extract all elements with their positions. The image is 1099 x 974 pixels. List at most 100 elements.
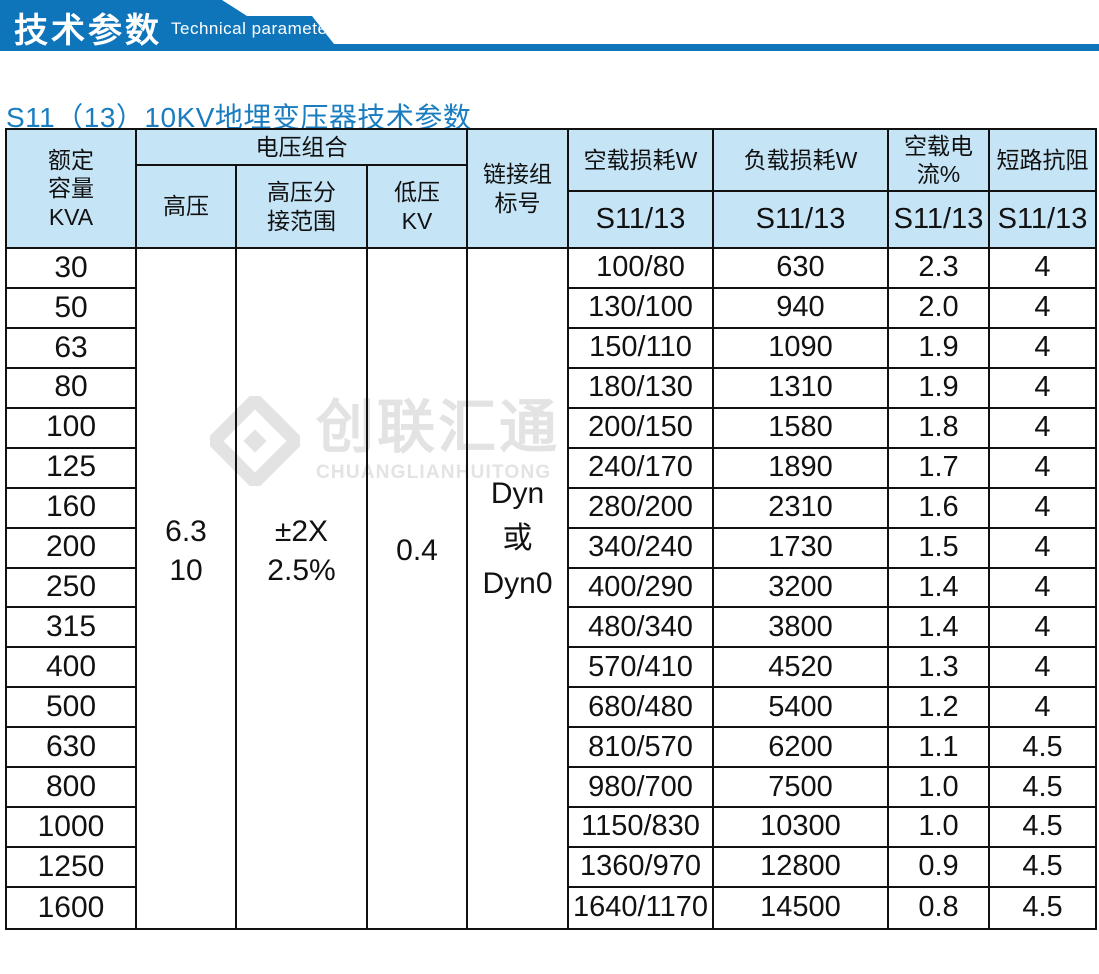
capacity-cell: 125 bbox=[7, 448, 137, 489]
no-load-loss-cell: 400/290 bbox=[569, 568, 714, 609]
no-load-loss-cell: 130/100 bbox=[569, 288, 714, 329]
capacity-cell: 315 bbox=[7, 608, 137, 649]
no-load-loss-cell: 100/80 bbox=[569, 249, 714, 289]
no-load-current-cell: 1.0 bbox=[889, 808, 990, 849]
impedance-cell: 4 bbox=[990, 489, 1095, 529]
no-load-current-cell: 0.8 bbox=[889, 888, 990, 928]
impedance-cell: 4.5 bbox=[990, 768, 1095, 809]
no-load-current-cell: 1.1 bbox=[889, 728, 990, 769]
merged-low-voltage-value: 0.4 bbox=[368, 249, 468, 928]
load-loss-cell: 14500 bbox=[714, 888, 889, 928]
load-loss-cell: 12800 bbox=[714, 848, 889, 889]
capacity-cell: 250 bbox=[7, 568, 137, 609]
no-load-loss-cell: 810/570 bbox=[569, 728, 714, 769]
load-loss-cell: 3800 bbox=[714, 608, 889, 649]
header-connection-group: 链接组 标号 bbox=[468, 130, 569, 249]
parameters-table: 额定 容量 KVA 电压组合 高压 高压分 接范围 低压 KV 链接组 标号 空… bbox=[5, 128, 1097, 930]
no-load-loss-cell: 1360/970 bbox=[569, 848, 714, 889]
capacity-cell: 1000 bbox=[7, 808, 137, 849]
capacity-cell: 63 bbox=[7, 328, 137, 369]
impedance-cell: 4 bbox=[990, 608, 1095, 649]
header-load-loss: 负载损耗W S11/13 bbox=[714, 130, 889, 249]
header-load-loss-model: S11/13 bbox=[755, 202, 846, 235]
no-load-current-cell: 1.9 bbox=[889, 368, 990, 409]
impedance-cell: 4 bbox=[990, 369, 1095, 409]
no-load-current-cell: 1.2 bbox=[889, 688, 990, 729]
no-load-current-cell: 2.0 bbox=[889, 288, 990, 329]
no-load-current-cell: 1.9 bbox=[889, 328, 990, 369]
header-short-circuit-impedance: 短路抗阻 S11/13 bbox=[990, 130, 1095, 249]
impedance-cell: 4.5 bbox=[990, 728, 1095, 769]
load-loss-cell: 7500 bbox=[714, 768, 889, 809]
header-no-load-loss: 空载损耗W S11/13 bbox=[569, 130, 714, 249]
header-no-load-loss-model: S11/13 bbox=[595, 202, 686, 235]
no-load-loss-cell: 1150/830 bbox=[569, 808, 714, 849]
load-loss-cell: 1580 bbox=[714, 408, 889, 449]
section-banner: 技术参数 Technical parameter bbox=[0, 0, 1099, 51]
header-no-load-current: 空载电流% S11/13 bbox=[889, 130, 990, 249]
impedance-cell: 4 bbox=[990, 648, 1095, 689]
impedance-cell: 4 bbox=[990, 329, 1095, 369]
page-title: S11（13）10KV地埋变压器技术参数 bbox=[6, 101, 472, 133]
impedance-cell: 4.5 bbox=[990, 848, 1095, 889]
capacity-cell: 200 bbox=[7, 528, 137, 569]
load-loss-cell: 3200 bbox=[714, 568, 889, 609]
connection-group-value: Dyn 或 Dyn0 bbox=[482, 477, 553, 600]
capacity-cell: 630 bbox=[7, 728, 137, 769]
capacity-cell: 160 bbox=[7, 488, 137, 529]
header-load-loss-label: 负载损耗W bbox=[714, 130, 887, 192]
impedance-cell: 4.5 bbox=[1022, 891, 1063, 924]
no-load-current-cell: 2.3 bbox=[889, 249, 990, 289]
merged-high-voltage-value: 6.3 10 bbox=[137, 249, 237, 928]
no-load-current-cell: 1.8 bbox=[889, 408, 990, 449]
capacity-cell: 100 bbox=[7, 408, 137, 449]
header-high-voltage: 高压 bbox=[137, 166, 237, 249]
header-rated-capacity: 额定 容量 KVA bbox=[7, 130, 137, 249]
load-loss-cell: 2310 bbox=[714, 488, 889, 529]
impedance-cell: 4 bbox=[990, 529, 1095, 569]
banner-title-en: Technical parameter bbox=[171, 19, 334, 38]
no-load-current-cell: 1.6 bbox=[889, 488, 990, 529]
capacity-cell: 80 bbox=[7, 368, 137, 409]
banner-title-cn: 技术参数 bbox=[14, 12, 162, 50]
no-load-current-cell: 1.4 bbox=[889, 608, 990, 649]
header-low-voltage: 低压 KV bbox=[368, 166, 468, 249]
no-load-loss-cell: 180/130 bbox=[569, 368, 714, 409]
impedance-cell: 4 bbox=[990, 449, 1095, 489]
no-load-current-cell: 1.0 bbox=[889, 768, 990, 809]
no-load-loss-cell: 980/700 bbox=[569, 768, 714, 809]
header-short-circuit-impedance-model: S11/13 bbox=[997, 202, 1088, 235]
load-loss-cell: 4520 bbox=[714, 648, 889, 689]
impedance-cell: 4 bbox=[990, 249, 1095, 289]
no-load-loss-cell: 150/110 bbox=[569, 328, 714, 369]
load-loss-cell: 1090 bbox=[714, 328, 889, 369]
load-loss-cell: 5400 bbox=[714, 688, 889, 729]
no-load-current-cell: 1.7 bbox=[889, 448, 990, 489]
no-load-loss-cell: 1640/1170 bbox=[569, 888, 714, 928]
load-loss-cell: 940 bbox=[714, 288, 889, 329]
header-voltage-combination: 电压组合 bbox=[137, 130, 468, 166]
capacity-cell: 1250 bbox=[7, 848, 137, 889]
header-no-load-current-label: 空载电流% bbox=[889, 130, 988, 192]
impedance-cell: 4 bbox=[990, 409, 1095, 449]
no-load-current-cell: 1.4 bbox=[889, 568, 990, 609]
no-load-loss-cell: 480/340 bbox=[569, 608, 714, 649]
capacity-cell: 400 bbox=[7, 648, 137, 689]
merged-hv-tap-range-value: ±2X 2.5% bbox=[237, 249, 368, 928]
merged-connection-group-value: Dyn 或 Dyn0 bbox=[468, 249, 569, 928]
load-loss-cell: 1310 bbox=[714, 368, 889, 409]
impedance-cell: 4 bbox=[990, 569, 1095, 609]
no-load-loss-cell: 680/480 bbox=[569, 688, 714, 729]
no-load-loss-cell: 570/410 bbox=[569, 648, 714, 689]
load-loss-cell: 1890 bbox=[714, 448, 889, 489]
high-voltage-value: 6.3 10 bbox=[165, 514, 207, 587]
hv-tap-range-value: ±2X 2.5% bbox=[267, 514, 336, 587]
no-load-current-cell: 0.9 bbox=[889, 848, 990, 889]
impedance-cell: 4 bbox=[990, 289, 1095, 329]
header-hv-tap-range: 高压分 接范围 bbox=[237, 166, 368, 249]
no-load-loss-cell: 240/170 bbox=[569, 448, 714, 489]
no-load-loss-cell: 200/150 bbox=[569, 408, 714, 449]
no-load-current-cell: 1.5 bbox=[889, 528, 990, 569]
header-no-load-loss-label: 空载损耗W bbox=[569, 130, 712, 192]
